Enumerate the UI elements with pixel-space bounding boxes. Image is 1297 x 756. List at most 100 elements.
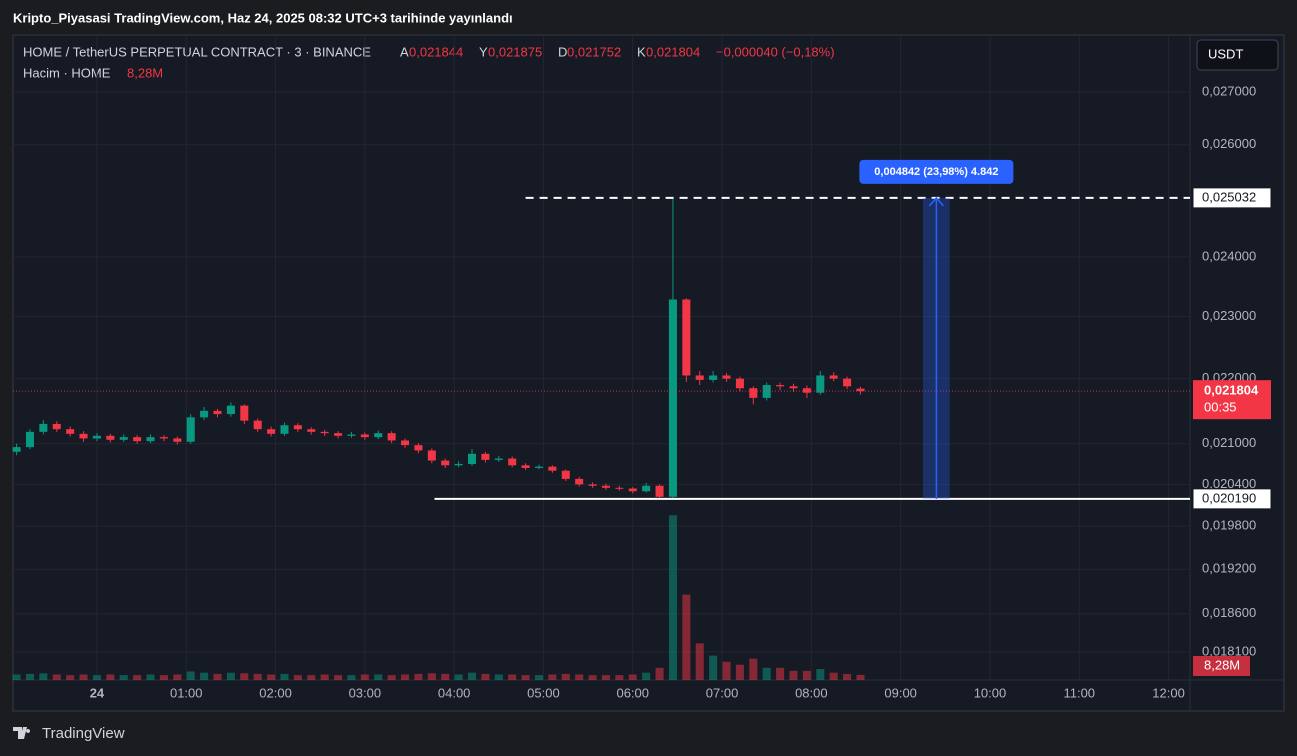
- candle-body: [802, 388, 811, 393]
- volume-bar: [280, 673, 289, 680]
- volume-bar: [159, 675, 168, 680]
- candle-body: [668, 299, 677, 497]
- candle-body: [146, 437, 155, 442]
- volume-bar: [79, 674, 88, 680]
- volume-bar: [253, 673, 262, 680]
- y-tick-label: 0,019200: [1202, 561, 1256, 576]
- candle-body: [159, 437, 168, 439]
- volume-bar: [307, 675, 316, 680]
- candle-body: [481, 453, 490, 460]
- volume-bar: [709, 655, 718, 680]
- candle-body: [575, 478, 584, 485]
- ohlc-value: 0,021875: [488, 44, 542, 59]
- volume-bar: [494, 674, 503, 680]
- candle-body: [66, 429, 75, 434]
- volume-bar: [601, 675, 610, 680]
- candle-body: [628, 488, 637, 492]
- volume-bar: [293, 675, 302, 680]
- volume-bar: [320, 674, 329, 680]
- publish-note: Kripto_Piyasasi TradingView.com, Haz 24,…: [13, 10, 513, 25]
- ohlc-value: 0,021752: [567, 44, 621, 59]
- x-tick-label: 24: [90, 685, 105, 700]
- candle-body: [374, 433, 383, 438]
- candle-body: [213, 410, 222, 415]
- last-price-tag: [1193, 380, 1271, 420]
- volume-bar: [92, 675, 101, 680]
- candle-body: [441, 460, 450, 466]
- volume-bar: [414, 673, 423, 680]
- candle-body: [52, 423, 61, 430]
- candle-body: [186, 417, 195, 442]
- candle-body: [427, 450, 436, 461]
- candle-body: [749, 388, 758, 398]
- candle-body: [293, 425, 302, 430]
- y-tick-label: 0,019800: [1202, 518, 1256, 533]
- candle-body: [642, 485, 651, 492]
- y-tick-label: 0,027000: [1202, 83, 1256, 98]
- candle-body: [682, 299, 691, 376]
- volume-bar: [441, 673, 450, 680]
- currency-button[interactable]: [1196, 39, 1279, 71]
- candle-body: [106, 435, 115, 440]
- volume-bar: [347, 675, 356, 680]
- countdown: 00:35: [1204, 400, 1237, 415]
- volume-bar: [722, 661, 731, 680]
- measure-label-box: [859, 159, 1014, 184]
- candle-body: [735, 378, 744, 389]
- candle-body: [615, 487, 624, 489]
- candle-body: [173, 438, 182, 442]
- chart-title: HOME / TetherUS PERPETUAL CONTRACT · 3 ·…: [23, 44, 371, 59]
- volume-bar: [561, 673, 570, 680]
- volume-bar: [749, 658, 758, 680]
- candle-body: [39, 423, 48, 432]
- volume-bar: [12, 674, 21, 680]
- last-price-label: 0,021804: [1204, 383, 1259, 398]
- candle-body: [856, 388, 865, 392]
- candle-body: [454, 463, 463, 466]
- volume-bar: [267, 674, 276, 680]
- measure-label: 0,004842 (23,98%) 4.842: [874, 166, 998, 178]
- volume-bar: [133, 675, 142, 680]
- y-tick-label: 0,023000: [1202, 308, 1256, 323]
- volume-bar: [387, 675, 396, 680]
- candle-body: [133, 437, 142, 442]
- ohlc-value: 0,021804: [646, 44, 700, 59]
- volume-bar: [682, 594, 691, 680]
- y-tick-label: 0,020400: [1202, 476, 1256, 491]
- candle-body: [655, 485, 664, 497]
- ohlc-key: K: [637, 44, 646, 59]
- y-tick-label: 0,021000: [1202, 435, 1256, 450]
- volume-bar: [467, 672, 477, 680]
- volume-bar: [374, 674, 383, 680]
- volume-bar: [816, 669, 825, 680]
- volume-bar: [119, 675, 128, 680]
- candle-body: [709, 375, 718, 380]
- candle-body: [25, 431, 34, 448]
- hline-tag-label: 0,025032: [1202, 189, 1256, 204]
- candle-body: [401, 440, 410, 446]
- volume-bar: [735, 664, 744, 680]
- volume-bar: [534, 675, 544, 680]
- currency-label[interactable]: USDT: [1208, 46, 1243, 61]
- candle-body: [280, 425, 289, 434]
- volume-bar: [401, 674, 410, 680]
- candle-body: [226, 405, 235, 415]
- candle-body: [548, 466, 557, 471]
- x-tick-label: 01:00: [170, 685, 203, 700]
- candle-body: [494, 458, 503, 460]
- candle-body: [307, 429, 316, 432]
- volume-bar: [829, 672, 838, 680]
- x-tick-label: 09:00: [884, 685, 917, 700]
- volume-bar: [186, 671, 195, 680]
- volume-bar: [52, 674, 61, 680]
- volume-bar: [173, 674, 182, 680]
- x-tick-label: 05:00: [527, 685, 560, 700]
- volume-bar: [695, 643, 704, 680]
- candle-body: [387, 433, 396, 441]
- candle-body: [12, 447, 21, 452]
- candle-body: [561, 470, 570, 479]
- candle-body: [534, 466, 544, 469]
- x-tick-label: 06:00: [616, 685, 649, 700]
- volume-bar: [776, 667, 785, 680]
